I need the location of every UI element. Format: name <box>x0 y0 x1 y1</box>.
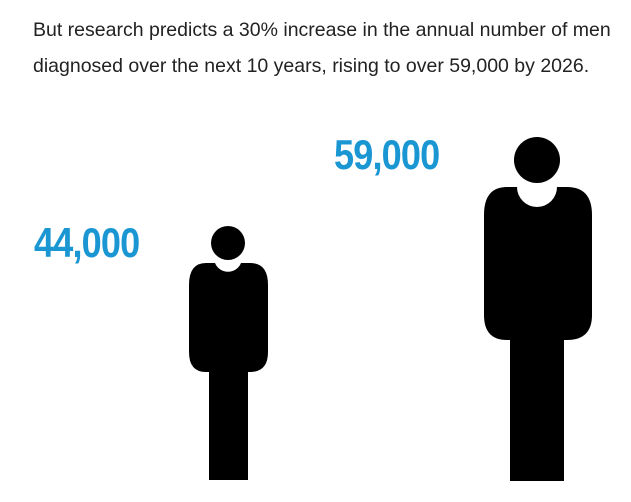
small-person-head <box>211 226 245 260</box>
projected-count-label: 59,000 <box>334 131 440 178</box>
current-count-label: 44,000 <box>34 219 140 266</box>
large-person-body <box>484 187 592 481</box>
small-person-icon <box>189 226 268 480</box>
small-person-body <box>189 263 268 480</box>
intro-text: But research predicts a 30% increase in … <box>33 19 611 77</box>
large-person-icon <box>484 137 592 481</box>
large-person-head <box>514 137 560 183</box>
